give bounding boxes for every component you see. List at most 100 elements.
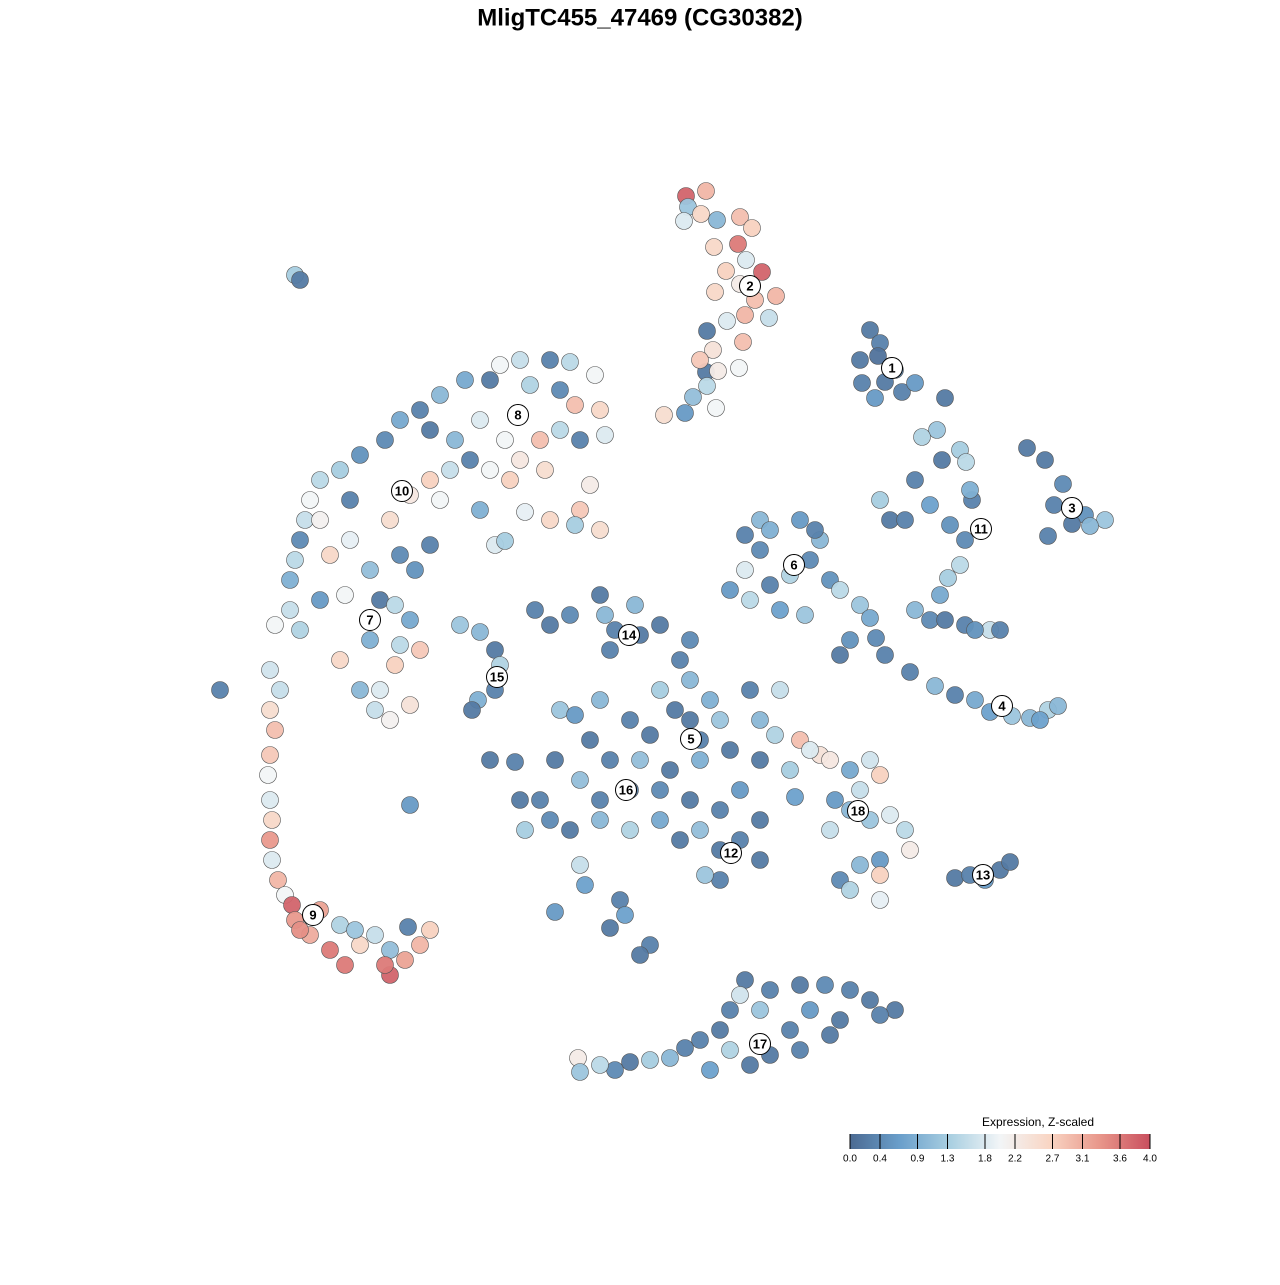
point — [591, 811, 609, 829]
cluster-label: 5 — [687, 731, 694, 746]
point — [851, 781, 869, 799]
point — [871, 491, 889, 509]
point — [581, 731, 599, 749]
point — [541, 811, 559, 829]
point — [701, 691, 719, 709]
point — [761, 576, 779, 594]
point — [641, 1051, 659, 1069]
point — [501, 471, 519, 489]
point — [931, 586, 949, 604]
point — [259, 766, 277, 784]
point — [871, 766, 889, 784]
point — [921, 611, 939, 629]
point — [743, 219, 761, 237]
point — [718, 312, 736, 330]
point — [861, 609, 879, 627]
cluster-label: 12 — [724, 845, 738, 860]
point — [801, 1001, 819, 1019]
point — [841, 981, 859, 999]
point — [721, 1001, 739, 1019]
point — [551, 381, 569, 399]
point — [946, 686, 964, 704]
cluster-label: 10 — [395, 483, 409, 498]
point — [666, 701, 684, 719]
point — [737, 251, 755, 269]
cluster-label: 2 — [746, 278, 753, 293]
point — [867, 629, 885, 647]
point — [697, 182, 715, 200]
point — [561, 606, 579, 624]
point — [676, 1039, 694, 1057]
point — [511, 791, 529, 809]
point — [601, 641, 619, 659]
point — [881, 511, 899, 529]
point — [761, 981, 779, 999]
point — [546, 903, 564, 921]
point — [721, 741, 739, 759]
point — [709, 362, 727, 380]
point — [291, 531, 309, 549]
point — [692, 205, 710, 223]
cluster-label: 13 — [976, 867, 990, 882]
point — [386, 596, 404, 614]
point — [581, 476, 599, 494]
colorbar-tick-label: 2.2 — [1008, 1154, 1022, 1165]
point — [1039, 527, 1057, 545]
cluster-badge — [847, 800, 869, 822]
point — [291, 271, 309, 289]
point — [871, 1006, 889, 1024]
point — [591, 521, 609, 539]
point — [871, 891, 889, 909]
cluster-label: 6 — [790, 557, 797, 572]
point — [901, 663, 919, 681]
point — [831, 1011, 849, 1029]
point — [471, 501, 489, 519]
point — [491, 356, 509, 374]
point — [406, 561, 424, 579]
point — [376, 431, 394, 449]
point — [551, 421, 569, 439]
point — [741, 1056, 759, 1074]
point — [541, 616, 559, 634]
cluster-label: 3 — [1068, 500, 1075, 515]
point — [601, 919, 619, 937]
point — [611, 891, 629, 909]
point — [271, 681, 289, 699]
point — [511, 351, 529, 369]
point — [346, 921, 364, 939]
cluster-badge — [302, 904, 324, 926]
point — [351, 446, 369, 464]
point — [311, 471, 329, 489]
point — [721, 581, 739, 599]
point — [1018, 439, 1036, 457]
point — [521, 376, 539, 394]
point — [826, 791, 844, 809]
point — [1054, 475, 1072, 493]
point — [696, 866, 714, 884]
point — [401, 611, 419, 629]
point — [760, 309, 778, 327]
point — [566, 706, 584, 724]
point — [321, 546, 339, 564]
point — [708, 211, 726, 229]
point — [461, 451, 479, 469]
point — [831, 581, 849, 599]
point — [701, 1061, 719, 1079]
cluster-badge — [739, 275, 761, 297]
point — [966, 621, 984, 639]
point — [821, 821, 839, 839]
point — [896, 821, 914, 839]
point — [591, 401, 609, 419]
point — [851, 856, 869, 874]
point — [906, 471, 924, 489]
point — [421, 536, 439, 554]
point — [596, 426, 614, 444]
point — [341, 531, 359, 549]
cluster-badge — [391, 480, 413, 502]
point — [281, 601, 299, 619]
point — [841, 881, 859, 899]
cluster-badge — [680, 728, 702, 750]
point — [707, 399, 725, 417]
point — [591, 691, 609, 709]
chart-title: MligTC455_47469 (CG30382) — [477, 4, 803, 31]
